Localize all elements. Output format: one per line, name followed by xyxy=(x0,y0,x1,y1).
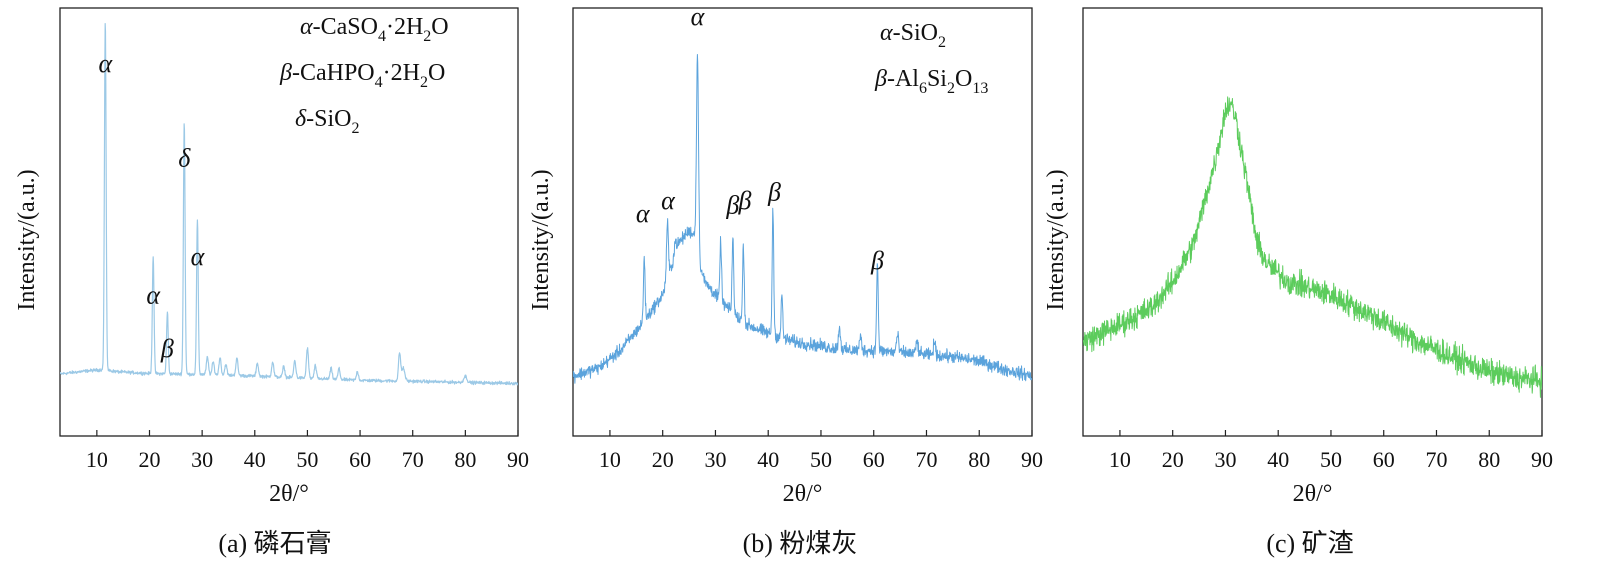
y-axis-title: Intensity/(a.u.) xyxy=(14,169,40,310)
x-tick-label: 70 xyxy=(402,447,424,472)
chart-panel-2: 10 20 30 40 50 60 70 80 90 2θ/° Intensity/(a.u.) (b… xyxy=(528,2,1043,558)
peak-annotation: α xyxy=(691,2,706,31)
peak-annotation: α xyxy=(146,280,161,309)
x-tick-label: 30 xyxy=(704,447,726,472)
x-tick-label: 70 xyxy=(915,447,937,472)
legend-phase-symbol: β xyxy=(279,60,292,86)
x-tick-label: 60 xyxy=(349,447,371,472)
x-tick-label: 40 xyxy=(244,447,266,472)
peak-annotation: α xyxy=(98,49,113,78)
x-axis-title: 2θ/° xyxy=(1293,481,1333,507)
legend-formula-part: 2 xyxy=(947,80,955,97)
legend-entry: α-SiO2​ xyxy=(880,20,946,51)
legend-formula-part: 4 xyxy=(378,28,386,45)
x-tick-label: 90 xyxy=(1021,447,1043,472)
legend-formula-part: O xyxy=(431,14,448,40)
legend-formula-part: O xyxy=(955,66,972,92)
legend-formula-part: -SiO xyxy=(893,20,938,46)
legend-formula-part: 2 xyxy=(420,74,428,91)
x-tick-label: 70 xyxy=(1425,447,1447,472)
x-tick-label: 60 xyxy=(1373,447,1395,472)
peak-annotation: β xyxy=(160,334,174,363)
x-tick-label: 20 xyxy=(1162,447,1184,472)
panel-caption: (b) 粉煤灰 xyxy=(743,529,858,558)
peak-annotation: β xyxy=(767,178,781,207)
legend-entry: α-CaSO4​·2H2​O xyxy=(300,14,449,45)
x-tick-label: 80 xyxy=(968,447,990,472)
legend-entry: β-CaHPO4​·2H2​O xyxy=(279,60,445,91)
legend-entry: δ-SiO2​ xyxy=(295,106,360,137)
legend-phase-symbol: α xyxy=(880,20,893,46)
legend-formula-part: ·2H xyxy=(386,14,423,40)
x-tick-label: 40 xyxy=(757,447,779,472)
x-tick-label: 10 xyxy=(86,447,108,472)
x-tick-label: 50 xyxy=(1320,447,1342,472)
plot-frame xyxy=(59,7,519,437)
y-axis-title: Intensity/(a.u.) xyxy=(528,169,554,310)
legend-formula-part: 2 xyxy=(352,120,360,137)
x-tick-label: 50 xyxy=(810,447,832,472)
x-tick-label: 20 xyxy=(138,447,160,472)
peak-annotation: β xyxy=(738,186,752,215)
x-tick-label: 90 xyxy=(507,447,529,472)
x-tick-label: 80 xyxy=(454,447,476,472)
legend-formula-part: -SiO xyxy=(306,106,351,132)
legend-formula-part: -Al xyxy=(887,66,919,92)
legend-formula-part: ·2H xyxy=(383,60,420,86)
xrd-series-line xyxy=(573,54,1032,384)
legend-formula-part: 4 xyxy=(375,74,383,91)
xrd-series-line xyxy=(1083,96,1542,398)
legend-phase-symbol: δ xyxy=(295,106,307,132)
legend-formula-part: 13 xyxy=(972,80,988,97)
xrd-series-line xyxy=(60,23,518,386)
x-tick-label: 30 xyxy=(191,447,213,472)
peak-annotation: β xyxy=(870,246,884,275)
legend-phase-symbol: β xyxy=(874,66,887,92)
legend-entry: β-Al6​Si2​O13​ xyxy=(874,66,988,97)
chart-panel-3: 10 20 30 40 50 60 70 80 90 2θ/° Intensity/(a.u.) (c… xyxy=(1043,7,1553,558)
peak-annotation: δ xyxy=(178,143,191,172)
plot-frame xyxy=(1082,7,1543,437)
x-axis-title: 2θ/° xyxy=(783,481,823,507)
legend-formula-part: -CaSO xyxy=(313,14,378,40)
x-axis-title: 2θ/° xyxy=(269,481,309,507)
plot-frame xyxy=(572,7,1033,437)
x-tick-label: 90 xyxy=(1531,447,1553,472)
x-tick-label: 80 xyxy=(1478,447,1500,472)
panel-caption: (a) 磷石膏 xyxy=(218,529,331,558)
x-tick-label: 10 xyxy=(599,447,621,472)
x-tick-label: 50 xyxy=(296,447,318,472)
legend-formula-part: O xyxy=(428,60,445,86)
x-tick-label: 30 xyxy=(1214,447,1236,472)
y-axis-title: Intensity/(a.u.) xyxy=(1043,169,1069,310)
legend-formula-part: -CaHPO xyxy=(292,60,375,86)
legend-formula-part: 2 xyxy=(423,28,431,45)
panel-caption: (c) 矿渣 xyxy=(1266,529,1353,558)
legend-formula-part: Si xyxy=(927,66,947,92)
chart-panel-1: 10 20 30 40 50 60 70 80 90 2θ/° Intensity/(a.u.) (a… xyxy=(14,7,529,558)
x-tick-label: 40 xyxy=(1267,447,1289,472)
peak-annotation: α xyxy=(661,186,676,215)
x-tick-label: 20 xyxy=(652,447,674,472)
legend-formula-part: 2 xyxy=(938,34,946,51)
peak-annotation: α xyxy=(191,242,206,271)
legend-formula-part: 6 xyxy=(919,80,927,97)
x-tick-label: 60 xyxy=(863,447,885,472)
x-tick-label: 10 xyxy=(1109,447,1131,472)
legend-phase-symbol: α xyxy=(300,14,313,40)
peak-annotation: α xyxy=(636,199,651,228)
peak-annotation: β xyxy=(725,190,739,219)
